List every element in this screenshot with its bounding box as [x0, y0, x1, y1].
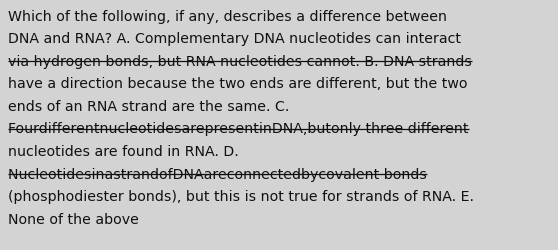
Text: DNA and RNA? A. Complementary DNA nucleotides can interact: DNA and RNA? A. Complementary DNA nucleo…	[8, 32, 461, 46]
Text: (phosphodiester bonds), but this is not true for strands of RNA. E.: (phosphodiester bonds), but this is not …	[8, 189, 474, 203]
Text: NucleotidesinastrandofDNAareconnectedbycovalent bonds: NucleotidesinastrandofDNAareconnectedbyc…	[8, 167, 427, 181]
Text: nucleotides are found in RNA. D.: nucleotides are found in RNA. D.	[8, 144, 239, 158]
Text: FourdifferentnucleotidesarepresentinDNA,butonly three different: FourdifferentnucleotidesarepresentinDNA,…	[8, 122, 469, 136]
Text: None of the above: None of the above	[8, 212, 139, 226]
Text: ends of an RNA strand are the same. C.: ends of an RNA strand are the same. C.	[8, 100, 290, 114]
Text: via hydrogen bonds, but RNA nucleotides cannot. B. DNA strands: via hydrogen bonds, but RNA nucleotides …	[8, 55, 472, 69]
Text: have a direction because the two ends are different, but the two: have a direction because the two ends ar…	[8, 77, 468, 91]
Text: Which of the following, if any, describes a difference between: Which of the following, if any, describe…	[8, 10, 447, 24]
